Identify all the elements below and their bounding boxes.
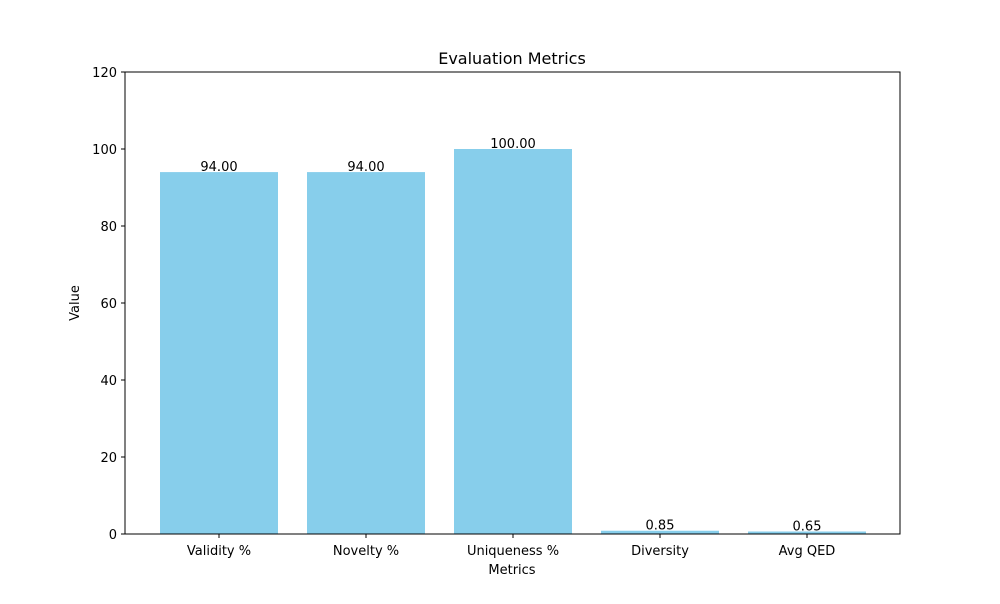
data-label-4: 0.85 xyxy=(646,519,675,534)
data-label-1: 94.00 xyxy=(200,160,237,175)
y-axis-ticks: 0 20 40 60 80 100 120 xyxy=(92,66,125,543)
x-tick-label-5: Avg QED xyxy=(779,544,836,559)
data-label-3: 100.00 xyxy=(490,137,536,152)
bars-layer xyxy=(160,149,866,534)
y-axis-label: Value xyxy=(68,285,83,321)
data-label-5: 0.65 xyxy=(793,519,822,534)
bar-4 xyxy=(601,530,719,534)
y-tick-label-2: 20 xyxy=(100,451,117,466)
x-tick-label-1: Validity % xyxy=(187,544,251,559)
chart-title: Evaluation Metrics xyxy=(438,49,586,68)
plot-frame xyxy=(124,71,901,535)
x-axis-ticks: Validity % Novelty % Uniqueness % Diversity… xyxy=(187,534,835,559)
data-label-2: 94.00 xyxy=(347,160,384,175)
bar-2 xyxy=(307,172,425,534)
bar-5 xyxy=(748,531,866,534)
y-tick-label-4: 60 xyxy=(100,297,117,312)
y-tick-label-3: 40 xyxy=(100,374,117,389)
y-tick-label-7: 120 xyxy=(92,66,117,81)
x-tick-label-3: Uniqueness % xyxy=(467,544,559,559)
bar-3 xyxy=(454,149,572,534)
data-labels: 94.00 94.00 100.00 0.85 0.65 xyxy=(200,137,821,534)
x-tick-label-2: Novelty % xyxy=(333,544,399,559)
y-tick-label-1: 0 xyxy=(109,528,117,543)
bar-1 xyxy=(160,172,278,534)
x-tick-label-4: Diversity xyxy=(631,544,689,559)
y-tick-label-6: 100 xyxy=(92,143,117,158)
x-axis-label: Metrics xyxy=(488,563,535,578)
y-tick-label-5: 80 xyxy=(100,220,117,235)
